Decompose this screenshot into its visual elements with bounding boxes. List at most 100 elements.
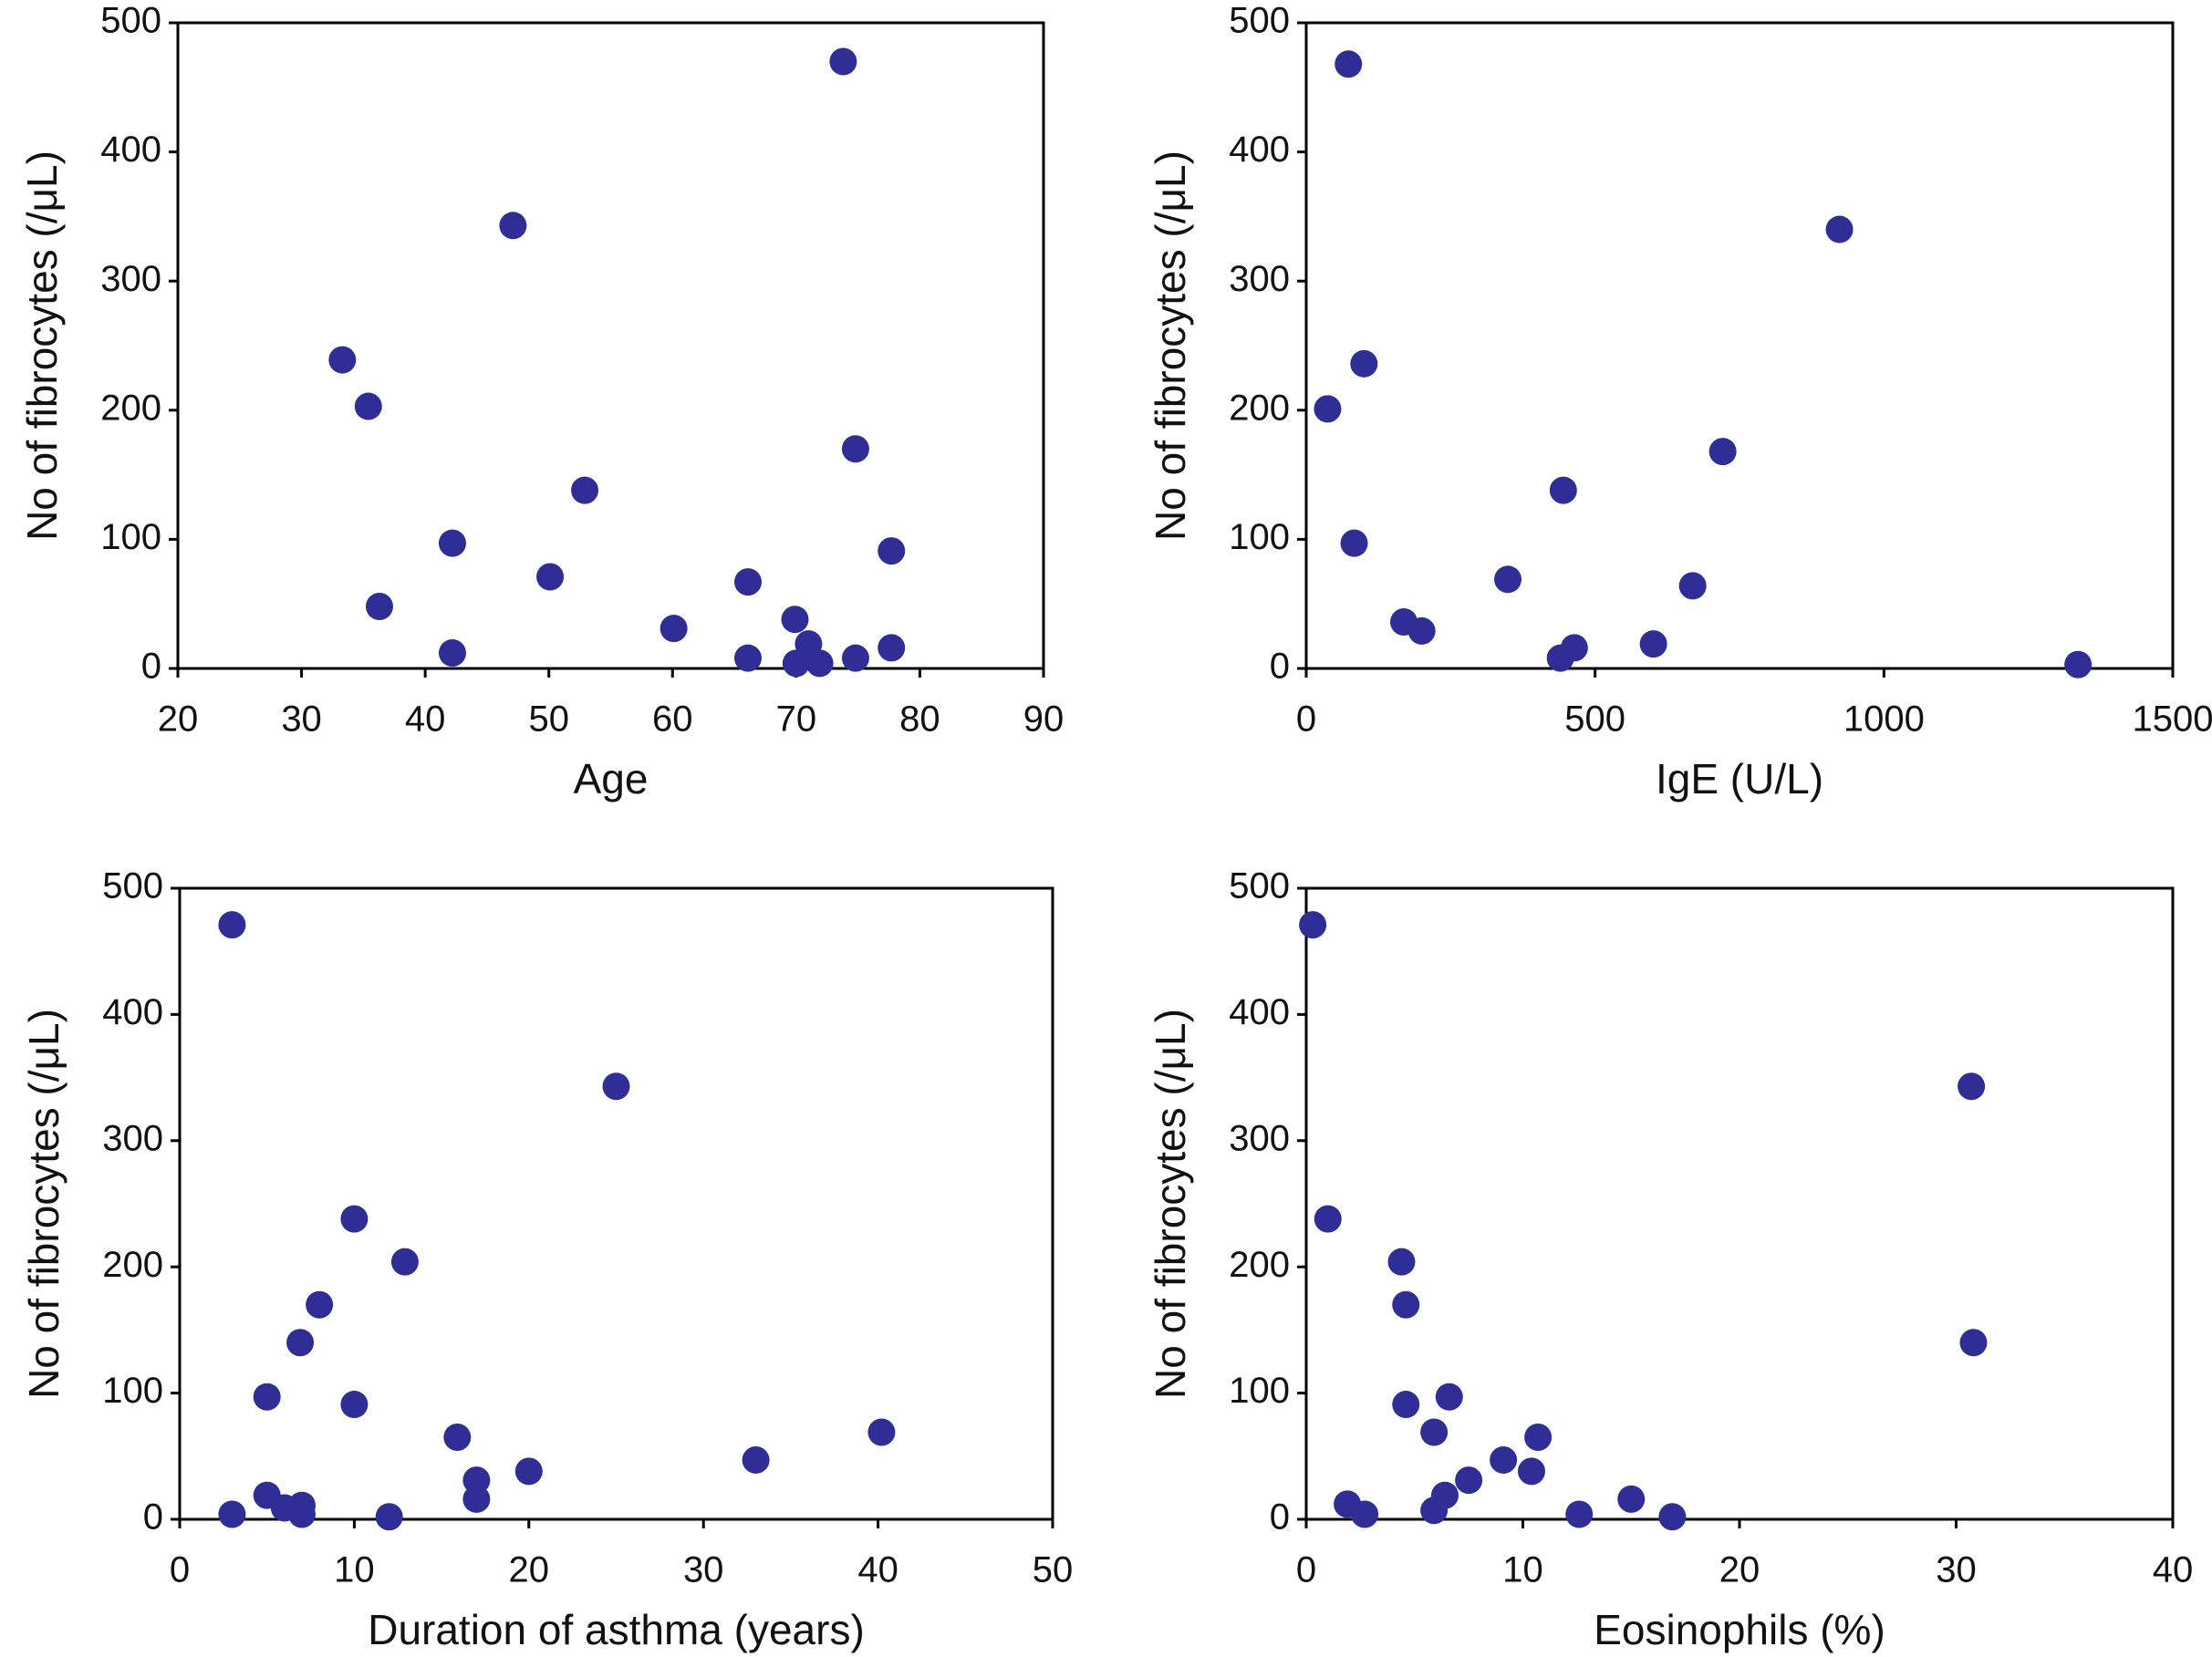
x-tick-label: 40 [405, 699, 446, 740]
x-tick-label: 40 [857, 1550, 898, 1590]
scatter-point [1392, 1290, 1420, 1319]
y-tick-label: 300 [1229, 1118, 1290, 1158]
x-tick-label: 0 [1296, 699, 1316, 740]
scatter-point [287, 1500, 316, 1528]
scatter-point [1825, 215, 1854, 243]
scatter-point [1314, 395, 1342, 423]
scatter-point [354, 392, 382, 420]
y-axis-title: No of fibrocytes (/μL) [20, 1009, 68, 1399]
x-tick-label: 40 [2153, 1550, 2194, 1590]
x-axis-title: Age [574, 755, 649, 803]
plot-frame [1304, 21, 2175, 670]
x-tick-label: 10 [334, 1550, 375, 1590]
scatter-point [286, 1329, 315, 1357]
scatter-point [328, 346, 357, 374]
y-tick-label: 400 [1229, 129, 1290, 170]
scatter-point [1708, 438, 1737, 466]
y-tick-label: 300 [102, 1118, 163, 1158]
scatter-point [253, 1383, 281, 1411]
y-tick-label: 0 [141, 647, 161, 687]
scatter-point [1658, 1503, 1687, 1531]
scatter-point [306, 1290, 334, 1319]
y-tick-label: 100 [1229, 1371, 1290, 1411]
x-tick-label: 50 [528, 699, 569, 740]
scatter-point [375, 1503, 403, 1531]
scatter-point [1494, 565, 1522, 594]
scatter-point [1959, 1329, 1988, 1357]
scatter-point [781, 606, 809, 634]
scatter-point [218, 911, 246, 939]
scatter-point [340, 1205, 369, 1233]
y-tick-label: 200 [1229, 388, 1290, 428]
scatter-point [1299, 911, 1327, 939]
scatter-point [878, 634, 906, 662]
scatter-point [1639, 630, 1667, 658]
y-tick-label: 500 [102, 866, 163, 906]
plot-frame [176, 21, 1045, 670]
x-tick-label: 30 [281, 699, 322, 740]
scatter-point [1387, 1248, 1416, 1276]
scatter-point [1420, 1418, 1449, 1446]
y-tick-label: 400 [100, 129, 161, 170]
scatter-point [1518, 1457, 1545, 1486]
scatter-point [1351, 1500, 1379, 1528]
x-tick-label: 500 [1564, 699, 1625, 740]
scatter-point [499, 212, 527, 240]
scatter-point [829, 47, 857, 76]
y-tick-label: 500 [100, 1, 161, 41]
scatter-point [438, 639, 466, 668]
y-tick-label: 200 [102, 1245, 163, 1285]
x-axis-title: Duration of asthma (years) [368, 1606, 865, 1653]
scatter-point [438, 529, 466, 557]
scatter-point [602, 1072, 630, 1101]
scatter-point [1565, 1500, 1594, 1528]
scatter-point [1350, 349, 1378, 378]
x-axis-title: Eosinophils (%) [1594, 1606, 1885, 1653]
x-tick-label: 30 [1936, 1550, 1977, 1590]
scatter-point [1334, 50, 1363, 78]
scatter-point [1420, 1496, 1449, 1525]
scatter-point [365, 593, 393, 621]
x-tick-label: 0 [1296, 1550, 1316, 1590]
scatter-point [659, 615, 688, 643]
scatter-point [2064, 650, 2093, 678]
y-tick-label: 200 [100, 388, 161, 428]
x-tick-label: 10 [1502, 1550, 1543, 1590]
scatter-point [733, 568, 762, 596]
y-tick-label: 0 [1270, 647, 1290, 687]
y-tick-label: 100 [1229, 517, 1290, 557]
y-tick-label: 400 [1229, 992, 1290, 1032]
plot-frame [178, 886, 1054, 1521]
y-axis-title: No of fibrocytes (/μL) [1147, 1009, 1194, 1399]
scatter-point [1958, 1072, 1986, 1101]
scatter-point [1407, 616, 1436, 645]
scatter-point [1617, 1485, 1646, 1513]
x-tick-label: 20 [158, 699, 199, 740]
scatter-point [841, 644, 869, 672]
scatter-point [1392, 1391, 1420, 1419]
y-tick-label: 400 [102, 992, 163, 1032]
y-tick-label: 200 [1229, 1245, 1290, 1285]
scatter-point [1524, 1424, 1553, 1452]
y-axis-title: No of fibrocytes (/μL) [18, 150, 66, 541]
scatter-point [462, 1485, 491, 1513]
x-tick-label: 20 [509, 1550, 550, 1590]
x-axis-title: IgE (U/L) [1656, 755, 1823, 803]
y-tick-label: 500 [1229, 866, 1290, 906]
scatter-point [1340, 529, 1368, 557]
x-tick-label: 0 [170, 1550, 190, 1590]
scatter-point [462, 1466, 491, 1495]
x-tick-label: 80 [899, 699, 940, 740]
scatter-point [1549, 476, 1577, 504]
scatter-point [571, 476, 599, 504]
scatter-point [878, 537, 906, 565]
scatter-point [1435, 1383, 1463, 1411]
x-tick-label: 90 [1023, 699, 1064, 740]
y-tick-label: 0 [1270, 1497, 1290, 1538]
scatter-point [443, 1424, 472, 1452]
y-axis-title: No of fibrocytes (/μL) [1147, 150, 1194, 541]
scatter-point [742, 1445, 770, 1474]
scatter-point [218, 1500, 246, 1528]
